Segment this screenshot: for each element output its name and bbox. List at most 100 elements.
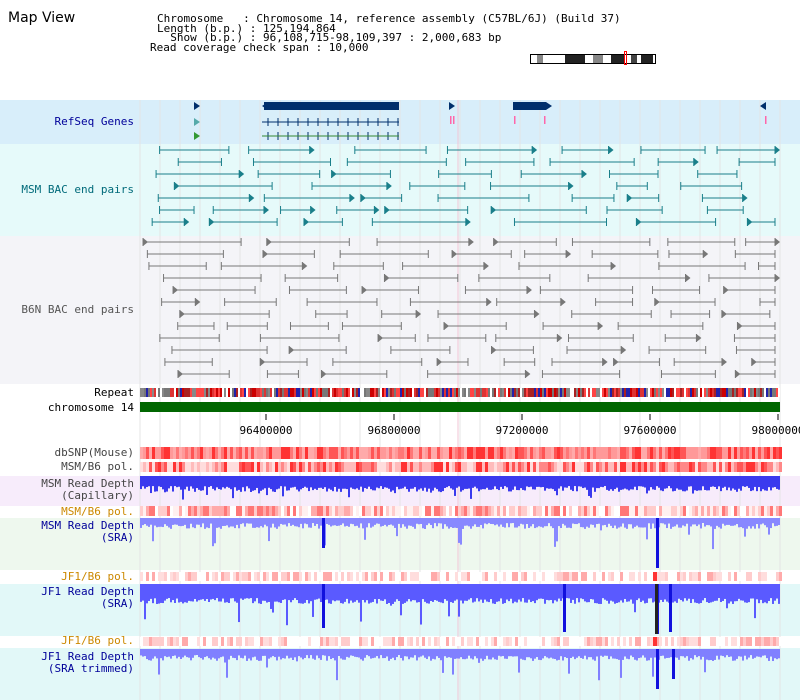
msm-sra-depth-bar — [378, 518, 380, 524]
msm-cap-depth-bar — [620, 476, 622, 490]
page-title: Map View — [8, 10, 76, 26]
jf1-pol-cell — [239, 572, 242, 581]
msm-sra-depth-bar — [504, 518, 506, 528]
jf1-sra-depth-bar — [560, 584, 562, 601]
msm-sra-depth-bar — [628, 518, 630, 525]
track-label-dbsnp[interactable]: dbSNP(Mouse) — [54, 446, 134, 459]
jf1-trim-depth-bar — [680, 649, 682, 657]
jf1-trim-depth-bar — [634, 649, 636, 660]
track-label-jf1-depth-sra[interactable]: JF1 Read Depth — [41, 585, 134, 598]
jf1-trim-depth-bar — [410, 649, 412, 658]
track-label-jf1-pol-2[interactable]: JF1/B6 pol. — [61, 634, 134, 647]
msm-cap-depth-bar — [316, 476, 318, 490]
repeat-segment — [472, 388, 474, 397]
jf1-pol-cell — [536, 572, 539, 581]
msm-cap-depth-bar — [544, 476, 546, 491]
track-label-b6n-bac[interactable]: B6N BAC end pairs — [21, 303, 134, 316]
jf1-pol-cell — [581, 572, 584, 581]
msm-cap-depth-bar — [236, 476, 238, 491]
msm-cap-depth-bar — [406, 476, 408, 490]
msm-cap-depth-bar — [508, 476, 510, 492]
msm-pol2-cell — [290, 506, 293, 516]
jf1-sra-depth-bar — [210, 584, 212, 600]
msm-sra-depth-bar — [644, 518, 646, 528]
track-label-msm-b6-pol-2[interactable]: MSM/B6 pol. — [61, 505, 134, 518]
jf1-pol2-cell — [287, 637, 290, 646]
msm-pol2-cell — [320, 506, 323, 516]
track-label-refseq[interactable]: RefSeq Genes — [54, 115, 134, 128]
msm-cap-depth-bar — [584, 476, 586, 488]
msm-cap-depth-bar — [694, 476, 696, 491]
jf1-sra-depth-bar — [170, 584, 172, 603]
jf1-pol-cell — [632, 572, 635, 581]
jf1-pol-cell — [698, 572, 701, 581]
repeat-segment — [278, 388, 280, 397]
repeat-segment — [708, 388, 710, 397]
msm-sra-depth-bar — [638, 518, 640, 528]
msm-pol2-cell — [677, 506, 680, 516]
repeat-segment — [616, 388, 618, 397]
repeat-segment — [424, 388, 426, 397]
jf1-sra-depth-bar — [726, 584, 728, 609]
msm-cap-depth-bar — [536, 476, 538, 487]
repeat-segment — [174, 388, 176, 397]
jf1-trim-depth-bar — [174, 649, 176, 656]
jf1-sra-depth-bar — [764, 584, 766, 603]
jf1-sra-depth-bar — [732, 584, 734, 604]
repeat-segment — [216, 388, 218, 397]
track-label-msm-b6-pol[interactable]: MSM/B6 pol. — [61, 460, 134, 473]
repeat-segment — [522, 388, 524, 397]
jf1-trim-depth-bar — [500, 649, 502, 657]
jf1-pol2-cell — [185, 637, 188, 646]
msm-pol2-cell — [230, 506, 233, 516]
msm-cap-depth-bar — [676, 476, 678, 489]
jf1-trim-depth-bar — [528, 649, 530, 658]
track-label-chromosome[interactable]: chromosome 14 — [47, 401, 134, 414]
jf1-pol-cell — [479, 572, 482, 581]
track-label-msm-depth-cap[interactable]: MSM Read Depth — [41, 477, 134, 490]
jf1-pol-cell — [299, 572, 302, 581]
msm-pol-cell — [731, 462, 734, 472]
repeat-segment — [392, 388, 394, 397]
jf1-sra-depth-bar — [332, 584, 334, 601]
repeat-segment — [460, 388, 462, 397]
jf1-sra-depth-bar — [636, 584, 638, 601]
msm-cap-depth-bar — [384, 476, 386, 488]
track-label-repeat[interactable]: Repeat — [94, 386, 134, 399]
jf1-pol-cell — [347, 572, 350, 581]
msm-pol2-cell — [371, 506, 374, 516]
msm-cap-depth-bar — [756, 476, 758, 492]
jf1-pol-cell — [545, 572, 548, 581]
track-label-jf1-pol-1[interactable]: JF1/B6 pol. — [61, 570, 134, 583]
msm-cap-depth-bar — [734, 476, 736, 490]
jf1-pol-cell — [350, 572, 353, 581]
msm-pol-cell — [419, 462, 422, 472]
track-label-msm-depth-sra[interactable]: MSM Read Depth — [41, 519, 134, 532]
dbsnp-cell — [272, 447, 275, 459]
msm-sra-depth-bar — [672, 518, 674, 527]
msm-sra-depth-bar — [438, 518, 440, 524]
repeat-segment — [668, 388, 670, 397]
msm-sra-depth-bar — [594, 518, 596, 528]
jf1-sra-depth-bar — [428, 584, 430, 604]
msm-cap-depth-bar — [742, 476, 744, 487]
msm-sra-depth-bar — [174, 518, 176, 525]
msm-cap-depth-bar — [570, 476, 572, 490]
dbsnp-cell — [572, 447, 575, 459]
msm-cap-depth-bar — [594, 476, 596, 492]
repeat-segment — [160, 388, 162, 397]
jf1-pol2-cell — [773, 637, 776, 646]
track-label-msm-bac[interactable]: MSM BAC end pairs — [21, 183, 134, 196]
jf1-pol-cell — [749, 572, 752, 581]
msm-cap-depth-bar — [770, 476, 772, 491]
jf1-sra-depth-bar — [156, 584, 158, 604]
msm-pol-cell — [278, 462, 281, 472]
chromosome-ideogram[interactable] — [530, 54, 656, 64]
msm-cap-depth-bar — [548, 476, 550, 489]
dbsnp-cell — [200, 447, 203, 459]
repeat-segment — [700, 388, 702, 397]
track-label-jf1-depth-trim[interactable]: JF1 Read Depth — [41, 650, 134, 663]
msm-pol-cell — [338, 462, 341, 472]
b6n-bac-pair-arrow — [611, 262, 617, 270]
